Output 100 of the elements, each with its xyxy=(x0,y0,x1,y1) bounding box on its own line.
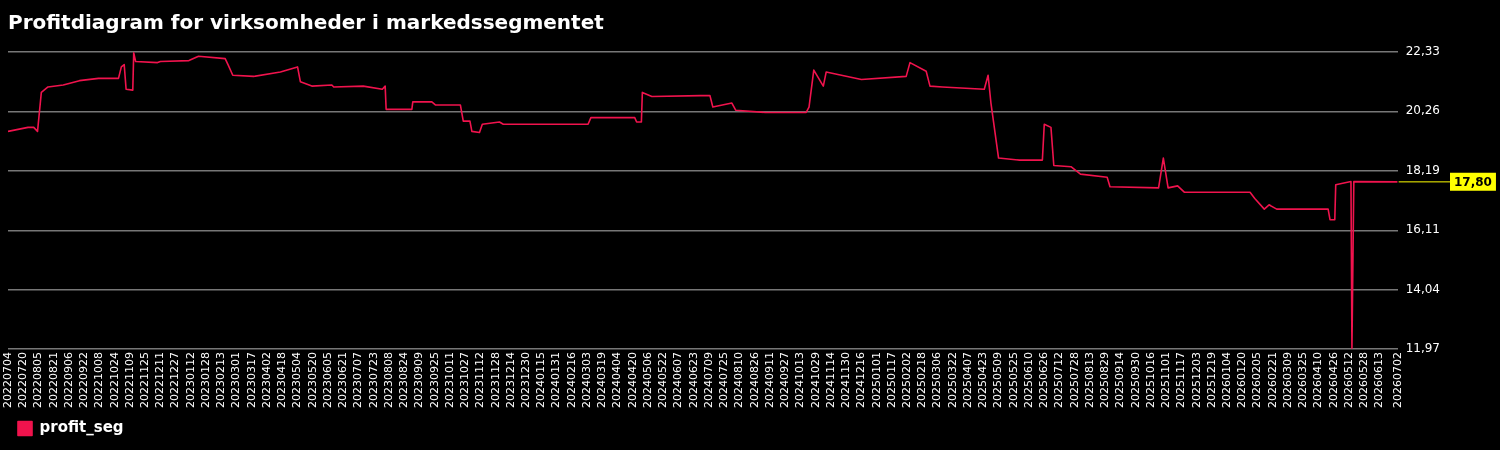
x-tick-label: 20220906 xyxy=(61,352,75,409)
x-tick-label: 20250101 xyxy=(869,352,883,409)
y-tick-label: 14,04 xyxy=(1405,281,1441,296)
x-tick-label: 20221024 xyxy=(107,352,121,409)
x-tick-label: 20220805 xyxy=(31,352,45,409)
x-tick-label: 20220720 xyxy=(16,352,30,409)
x-tick-label: 20230707 xyxy=(351,352,365,409)
x-tick-label: 20250626 xyxy=(1037,352,1051,409)
chart-title: Profitdiagram for virksomheder i markedssegmentet xyxy=(8,10,605,35)
x-tick-label: 20250117 xyxy=(884,352,898,409)
x-tick-label: 20231230 xyxy=(519,352,532,409)
x-tick-label: 20240319 xyxy=(595,352,609,409)
x-tick-label: 20240522 xyxy=(656,352,670,409)
x-tick-label: 20260613 xyxy=(1372,352,1386,409)
y-tick-label: 18,19 xyxy=(1405,162,1441,177)
x-tick-label: 20231011 xyxy=(442,352,456,409)
x-tick-label: 20230808 xyxy=(381,352,395,409)
x-tick-label: 20241013 xyxy=(793,352,807,409)
x-tick-label: 20240725 xyxy=(717,352,731,409)
annotation: 17,80 xyxy=(1454,175,1492,189)
x-tick-label: 20240216 xyxy=(564,352,578,409)
x-tick-label: 20250509 xyxy=(991,352,1005,409)
x-tick-label: 20260205 xyxy=(1250,352,1264,409)
x-tick-label: 20230112 xyxy=(183,352,197,409)
x-tick-label: 20240506 xyxy=(640,352,654,409)
x-tick-label: 20251203 xyxy=(1189,352,1203,409)
x-tick-label: 20240607 xyxy=(671,352,685,409)
x-tick-label: 20251219 xyxy=(1204,352,1218,409)
x-tick-label: 20251101 xyxy=(1159,352,1173,409)
x-tick-label: 20240927 xyxy=(778,352,792,409)
x-tick-label: 20230925 xyxy=(427,352,441,409)
x-tick-label: 20220821 xyxy=(46,352,60,409)
x-tick-label: 20251016 xyxy=(1143,352,1157,409)
x-tick-label: 20241029 xyxy=(808,352,822,409)
x-tick-label: 20250829 xyxy=(1098,352,1112,409)
x-tick-label: 20231112 xyxy=(473,352,487,409)
x-tick-label: 20240623 xyxy=(686,352,700,409)
y-tick-label: 22,33 xyxy=(1405,44,1441,59)
x-tick-label: 20240709 xyxy=(701,352,715,409)
x-tick-label: 20260104 xyxy=(1220,352,1234,409)
x-tick-label: 20250728 xyxy=(1067,352,1081,409)
x-tick-label: 20221227 xyxy=(168,352,182,409)
x-tick-label: 20240826 xyxy=(747,352,761,409)
x-tick-label: 20230504 xyxy=(290,352,304,409)
x-tick-label: 20230520 xyxy=(305,352,319,409)
x-tick-label: 20230824 xyxy=(397,352,411,409)
x-tick-label: 20260221 xyxy=(1265,352,1279,409)
x-tick-label: 20230402 xyxy=(259,352,273,409)
x-tick-label: 20250423 xyxy=(976,352,990,409)
x-tick-label: 20230128 xyxy=(198,352,212,409)
x-tick-label: 20250914 xyxy=(1113,352,1127,409)
x-tick-label: 20221211 xyxy=(153,352,167,409)
x-tick-label: 20240911 xyxy=(762,352,776,409)
x-tick-label: 20240810 xyxy=(732,352,746,409)
x-tick-label: 20220704 xyxy=(0,352,14,409)
x-tick-label: 20221109 xyxy=(122,352,136,409)
y-tick-label: 11,97 xyxy=(1405,341,1441,356)
x-tick-label: 20240115 xyxy=(534,352,548,409)
x-tick-label: 20260309 xyxy=(1280,352,1294,409)
x-tick-label: 20250525 xyxy=(1006,352,1020,409)
x-tick-label: 20240404 xyxy=(610,352,624,409)
x-tick-label: 20230213 xyxy=(214,352,228,409)
x-tick-label: 20221008 xyxy=(92,352,106,409)
x-tick-label: 20250322 xyxy=(945,352,959,409)
x-tick-label: 20260528 xyxy=(1357,352,1371,409)
x-tick-label: 20260702 xyxy=(1390,352,1404,409)
x-tick-label: 20230418 xyxy=(275,352,289,409)
x-tick-label: 20250202 xyxy=(899,352,913,409)
x-tick-label: 20250712 xyxy=(1052,352,1066,409)
x-tick-label: 20250930 xyxy=(1128,352,1142,409)
x-tick-label: 20230605 xyxy=(320,352,334,409)
x-tick-label: 20260120 xyxy=(1235,352,1249,409)
x-tick-label: 20250610 xyxy=(1021,352,1035,409)
x-tick-label: 20250306 xyxy=(930,352,944,409)
legend-label: profit_seg xyxy=(39,418,124,437)
x-tick-label: 20231214 xyxy=(503,352,517,409)
x-tick-label: 20240420 xyxy=(625,352,639,409)
x-tick-label: 20250813 xyxy=(1082,352,1096,409)
x-tick-label: 20241114 xyxy=(823,352,837,409)
x-tick-label: 20230621 xyxy=(336,352,350,409)
x-tick-label: 20230317 xyxy=(244,352,258,409)
x-tick-label: 20260426 xyxy=(1326,352,1340,409)
x-tick-label: 20260512 xyxy=(1341,352,1355,409)
x-tick-label: 20250407 xyxy=(960,352,974,409)
x-tick-label: 20240131 xyxy=(549,352,563,409)
x-tick-label: 20241216 xyxy=(854,352,868,409)
x-tick-label: 20240303 xyxy=(579,352,593,409)
x-tick-label: 20230909 xyxy=(412,352,426,409)
x-tick-label: 20220922 xyxy=(77,352,91,409)
x-tick-label: 20241130 xyxy=(839,352,853,409)
x-tick-label: 20260325 xyxy=(1296,352,1310,409)
x-tick-label: 20230301 xyxy=(229,352,243,409)
y-tick-label: 20,26 xyxy=(1405,103,1441,118)
x-tick-label: 20260410 xyxy=(1311,352,1325,409)
x-tick-label: 20221125 xyxy=(138,352,152,409)
x-tick-label: 20231027 xyxy=(458,352,472,409)
x-tick-label: 20230723 xyxy=(366,352,380,409)
x-tick-label: 20251117 xyxy=(1174,352,1188,409)
y-tick-label: 16,11 xyxy=(1405,222,1441,237)
x-tick-label: 20231128 xyxy=(488,352,502,409)
